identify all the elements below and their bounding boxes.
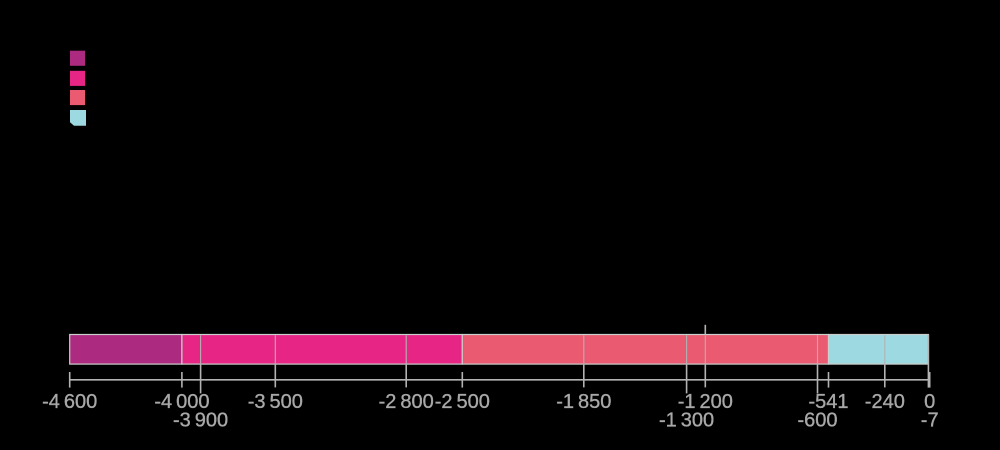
svg-text:-1 300: -1 300 <box>659 409 714 431</box>
svg-text:-3 900: -3 900 <box>173 409 228 431</box>
svg-text:-240: -240 <box>865 391 905 413</box>
svg-text:-4 600: -4 600 <box>42 391 97 413</box>
svg-text:-3 500: -3 500 <box>248 391 303 413</box>
svg-text:-541: -541 <box>808 391 848 413</box>
svg-text:-4 000: -4 000 <box>154 391 209 413</box>
svg-text:0: 0 <box>924 391 935 413</box>
svg-text:-1 850: -1 850 <box>556 391 611 413</box>
svg-text:-2 800: -2 800 <box>379 391 434 413</box>
svg-text:-7: -7 <box>921 409 939 431</box>
svg-text:-2 500: -2 500 <box>435 391 490 413</box>
svg-text:-600: -600 <box>797 409 837 431</box>
svg-text:-1 200: -1 200 <box>678 391 733 413</box>
